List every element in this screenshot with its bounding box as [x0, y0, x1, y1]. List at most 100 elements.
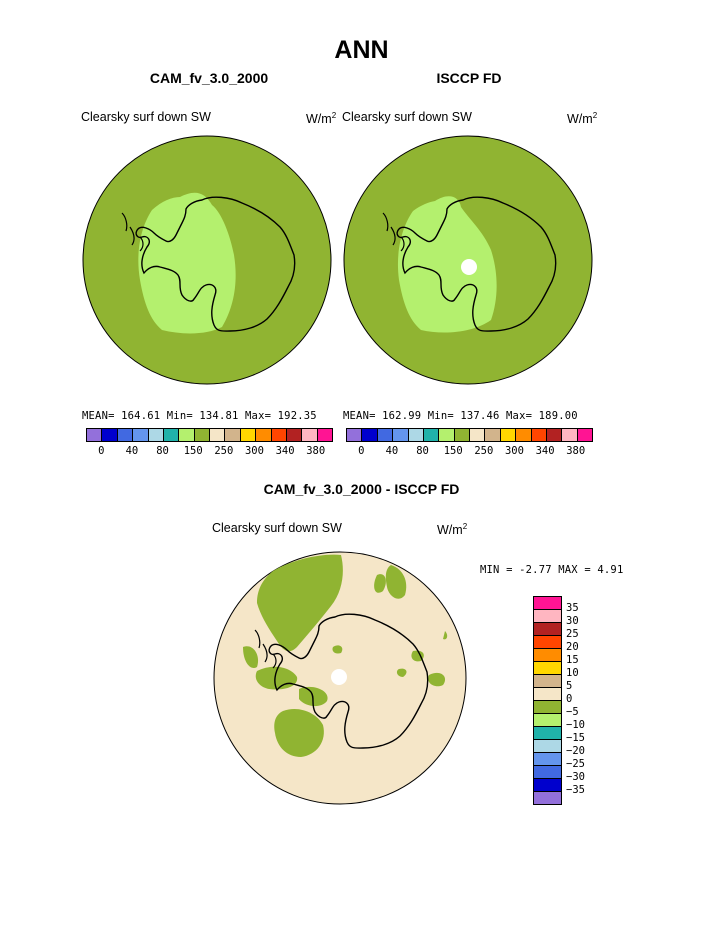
- colorbar-tick-label: 10: [566, 667, 579, 679]
- colorbar-tick-label: 5: [566, 680, 573, 692]
- panel-1-variable: Clearsky surf down SW: [81, 110, 211, 124]
- colorbar-tick-label: 150: [183, 445, 203, 457]
- panel-2-interior-field: [397, 196, 497, 333]
- diff-panel-colorbar: [533, 596, 562, 805]
- colorbar-swatch: [534, 636, 561, 649]
- colorbar-swatch: [256, 429, 272, 441]
- diff-panel-colorbar-ticks: 35 30 25 20 15 10 5 0 −5 −10 −15 −20 −25 −30 −35: [566, 596, 606, 806]
- panel-2-pole-hole: [461, 259, 477, 275]
- colorbar-swatch: [210, 429, 226, 441]
- panel-2-map: [343, 135, 593, 385]
- colorbar-swatch: [87, 429, 103, 441]
- colorbar-tick-label: −5: [566, 706, 579, 718]
- page-title: ANN: [334, 36, 389, 64]
- colorbar-tick-label: −15: [566, 732, 585, 744]
- colorbar-swatch: [534, 649, 561, 662]
- diff-panel-title: CAM_fv_3.0_2000 - ISCCP FD: [263, 481, 460, 497]
- colorbar-tick-label: 80: [156, 445, 169, 457]
- colorbar-swatch: [240, 429, 257, 441]
- colorbar-swatch: [408, 429, 424, 441]
- colorbar-tick-label: −35: [566, 784, 585, 796]
- panel-1-stats: MEAN= 164.61 Min= 134.81 Max= 192.35: [82, 410, 317, 422]
- colorbar-tick-label: 150: [443, 445, 463, 457]
- colorbar-tick-label: 35: [566, 602, 579, 614]
- colorbar-tick-label: 20: [566, 641, 579, 653]
- diff-panel-coastline: [268, 613, 429, 749]
- colorbar-tick-label: 340: [275, 445, 295, 457]
- colorbar-swatch: [534, 610, 561, 623]
- colorbar-swatch: [577, 429, 592, 441]
- colorbar-swatch: [163, 429, 180, 441]
- panel-1-colorbar-ticks: 0 40 80 150 250 300 340 380: [86, 445, 333, 459]
- colorbar-swatch: [423, 429, 440, 441]
- colorbar-tick-label: 15: [566, 654, 579, 666]
- diff-panel-map: [213, 551, 467, 805]
- colorbar-swatch: [393, 429, 409, 441]
- colorbar-tick-label: −30: [566, 771, 585, 783]
- panel-1-map: [82, 135, 332, 385]
- colorbar-swatch: [500, 429, 517, 441]
- colorbar-swatch: [534, 714, 561, 727]
- panel-2-title: ISCCP FD: [436, 70, 502, 86]
- colorbar-swatch: [534, 727, 561, 740]
- colorbar-tick-label: 250: [214, 445, 234, 457]
- colorbar-swatch: [179, 429, 195, 441]
- colorbar-swatch: [562, 429, 578, 441]
- colorbar-swatch: [317, 429, 332, 441]
- colorbar-swatch: [439, 429, 455, 441]
- panel-2-coastline: [396, 196, 557, 332]
- colorbar-swatch: [531, 429, 547, 441]
- colorbar-tick-label: 40: [125, 445, 139, 457]
- colorbar-swatch: [534, 675, 561, 688]
- colorbar-tick-label: 250: [474, 445, 494, 457]
- colorbar-swatch: [225, 429, 241, 441]
- panel-1-coastline: [135, 196, 296, 332]
- panel-1-interior-field: [138, 192, 236, 334]
- colorbar-tick-label: 300: [504, 445, 524, 457]
- colorbar-tick-label: −25: [566, 758, 585, 770]
- colorbar-swatch: [534, 662, 561, 675]
- colorbar-swatch: [194, 429, 210, 441]
- diff-panel-stats: MIN = -2.77 MAX = 4.91: [480, 564, 624, 576]
- colorbar-tick-label: 0: [566, 693, 573, 705]
- colorbar-swatch: [534, 792, 561, 804]
- colorbar-tick-label: 300: [244, 445, 264, 457]
- panel-2-units: W/m2: [567, 111, 598, 127]
- colorbar-tick-label: 0: [358, 445, 365, 457]
- colorbar-swatch: [271, 429, 287, 441]
- colorbar-swatch: [534, 766, 561, 779]
- colorbar-tick-label: 40: [385, 445, 399, 457]
- colorbar-swatch: [534, 623, 561, 636]
- panel-2-stats: MEAN= 162.99 Min= 137.46 Max= 189.00: [343, 410, 578, 422]
- colorbar-tick-label: −10: [566, 719, 585, 731]
- colorbar-swatch: [534, 701, 561, 714]
- colorbar-swatch: [362, 429, 378, 441]
- colorbar-swatch: [534, 688, 561, 701]
- colorbar-swatch: [117, 429, 134, 441]
- diff-panel-variable: Clearsky surf down SW: [212, 521, 342, 535]
- colorbar-swatch: [286, 429, 303, 441]
- colorbar-swatch: [133, 429, 149, 441]
- colorbar-tick-label: −20: [566, 745, 585, 757]
- colorbar-tick-label: 0: [98, 445, 105, 457]
- diff-panel-pole-hole: [331, 669, 347, 685]
- colorbar-tick-label: 380: [566, 445, 586, 457]
- colorbar-swatch: [546, 429, 563, 441]
- colorbar-swatch: [347, 429, 363, 441]
- colorbar-tick-label: 380: [306, 445, 326, 457]
- panel-1-units: W/m2: [306, 111, 337, 127]
- panel-1-colorbar: [86, 428, 333, 442]
- colorbar-tick-label: 25: [566, 628, 579, 640]
- colorbar-swatch: [534, 779, 561, 792]
- colorbar-swatch: [534, 740, 561, 753]
- colorbar-swatch: [148, 429, 164, 441]
- colorbar-swatch: [534, 597, 561, 610]
- diff-panel-units: W/m2: [437, 522, 468, 538]
- panel-1-title: CAM_fv_3.0_2000: [149, 70, 269, 86]
- colorbar-swatch: [302, 429, 318, 441]
- colorbar-swatch: [377, 429, 394, 441]
- colorbar-tick-label: 80: [416, 445, 429, 457]
- colorbar-swatch: [454, 429, 470, 441]
- panel-2-variable: Clearsky surf down SW: [342, 110, 472, 124]
- colorbar-swatch: [485, 429, 501, 441]
